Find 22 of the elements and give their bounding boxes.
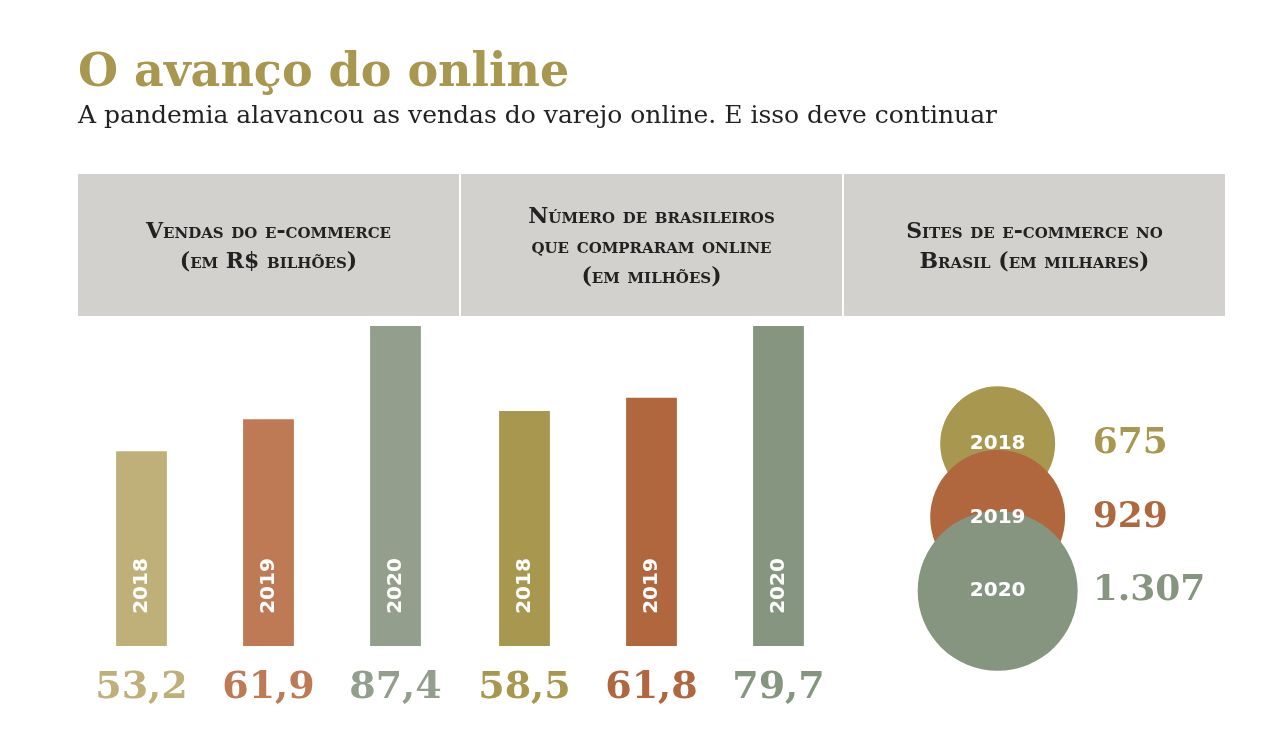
data-label: 58,5 bbox=[478, 661, 571, 707]
data-label: 61,8 bbox=[605, 661, 698, 707]
data-label: 79,7 bbox=[732, 661, 825, 707]
data-label: 53,2 bbox=[95, 661, 188, 707]
data-label: 929 bbox=[1092, 492, 1168, 535]
text: O avanço do online bbox=[78, 42, 571, 98]
text: A pandemia alavancou as vendas do varejo online. E isso deve continuar bbox=[78, 99, 998, 131]
data-label: 675 bbox=[1092, 419, 1168, 462]
x-tick-label: 2019 bbox=[254, 558, 279, 614]
category-label: 2019 bbox=[969, 503, 1026, 528]
x-tick-label: 2019 bbox=[637, 558, 662, 614]
x-tick-label: 2020 bbox=[381, 558, 406, 614]
x-tick-label: 2018 bbox=[127, 558, 152, 614]
header-panel: Vendas do e-commerce (em R$ bilhões) bbox=[78, 174, 459, 316]
data-label: 1.307 bbox=[1092, 566, 1206, 609]
x-tick-label: 2018 bbox=[510, 558, 535, 614]
header-panel: Sites de e-commerce no Brasil (em milhares) bbox=[844, 174, 1225, 316]
category-label: 2018 bbox=[969, 430, 1026, 454]
header-panel: Número de brasileiros que compraram online (em milhões) bbox=[461, 174, 842, 316]
data-label: 61,9 bbox=[222, 661, 315, 707]
x-tick-label: 2020 bbox=[764, 558, 789, 614]
data-label: 87,4 bbox=[349, 661, 442, 707]
